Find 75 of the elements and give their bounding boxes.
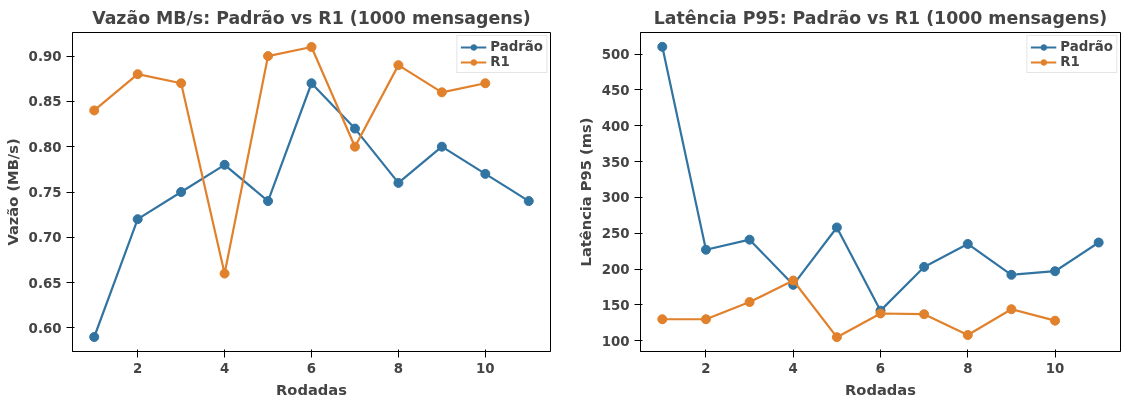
point [219, 268, 230, 279]
x-axis-title: Rodadas [845, 380, 917, 398]
point [436, 87, 447, 98]
point [393, 60, 404, 71]
y-tick-label: 0.65 [28, 275, 62, 291]
point [480, 168, 491, 179]
point [919, 309, 930, 320]
point [744, 234, 755, 245]
y-tick-label: 400 [601, 118, 630, 134]
point [306, 42, 317, 52]
y-tick-label: 450 [601, 82, 630, 98]
y-tick-label: 500 [601, 47, 630, 63]
x-tick-label: 2 [701, 360, 711, 376]
y-tick-label: 200 [601, 262, 630, 278]
point [1006, 304, 1017, 315]
legend-label: Padrão [490, 39, 543, 54]
point [1006, 269, 1017, 280]
y-tick-label: 350 [601, 154, 630, 170]
point [1093, 237, 1104, 248]
legend-label: Padrão [1060, 39, 1113, 54]
y-tick-label: 250 [601, 226, 630, 242]
point [962, 330, 973, 340]
point [306, 78, 317, 89]
y-tick-label: 0.80 [28, 139, 62, 155]
legend-label: R1 [1060, 54, 1081, 69]
point [89, 105, 100, 116]
x-tick-label: 8 [393, 360, 404, 376]
y-tick-label: 0.90 [28, 49, 62, 65]
x-tick-label: 6 [306, 360, 317, 376]
x-tick-label: 10 [476, 360, 495, 376]
point [480, 78, 491, 89]
x-tick-label: 4 [219, 360, 230, 376]
x-tick-label: 10 [1045, 360, 1065, 376]
x-axis-title: Rodadas [276, 380, 348, 398]
point [132, 214, 143, 225]
point [523, 196, 534, 207]
point [349, 141, 360, 152]
x-tick-label: 6 [875, 360, 886, 376]
y-tick-label: 300 [601, 190, 630, 206]
y-tick-label: 0.75 [28, 185, 62, 200]
point [263, 196, 274, 207]
y-tick-label: 100 [601, 333, 630, 349]
point [349, 123, 360, 134]
x-tick-label: 2 [133, 360, 143, 376]
y-axis-title: Latência P95 (ms) [576, 117, 594, 267]
point [89, 332, 100, 342]
point [919, 261, 930, 272]
y-tick-label: 0.70 [28, 230, 62, 246]
legend-label: R1 [490, 54, 511, 69]
point [831, 332, 842, 343]
point [176, 187, 187, 197]
x-tick-label: 4 [788, 360, 798, 376]
point [962, 238, 973, 249]
y-tick-label: 0.60 [28, 320, 62, 336]
point [1050, 266, 1061, 277]
point [176, 78, 187, 89]
point [700, 314, 711, 325]
point [657, 314, 668, 325]
point [436, 141, 447, 152]
point [657, 41, 668, 52]
y-tick-label: 0.85 [28, 94, 62, 110]
y-tick-label: 150 [601, 297, 630, 313]
point [788, 275, 799, 286]
point [744, 297, 755, 308]
x-tick-label: 8 [963, 360, 973, 376]
chart-title: Latência P95: Padrão vs R1 (1000 mensagens) [653, 7, 1108, 28]
point [700, 244, 711, 255]
chart-title: Vazão MB/s: Padrão vs R1 (1000 mensagens) [92, 7, 531, 28]
point [263, 51, 274, 62]
point [1050, 315, 1061, 326]
point [132, 69, 143, 80]
y-axis-title: Vazão (MB/s) [3, 138, 21, 246]
point [831, 222, 842, 233]
point [393, 177, 404, 188]
point [219, 159, 230, 170]
